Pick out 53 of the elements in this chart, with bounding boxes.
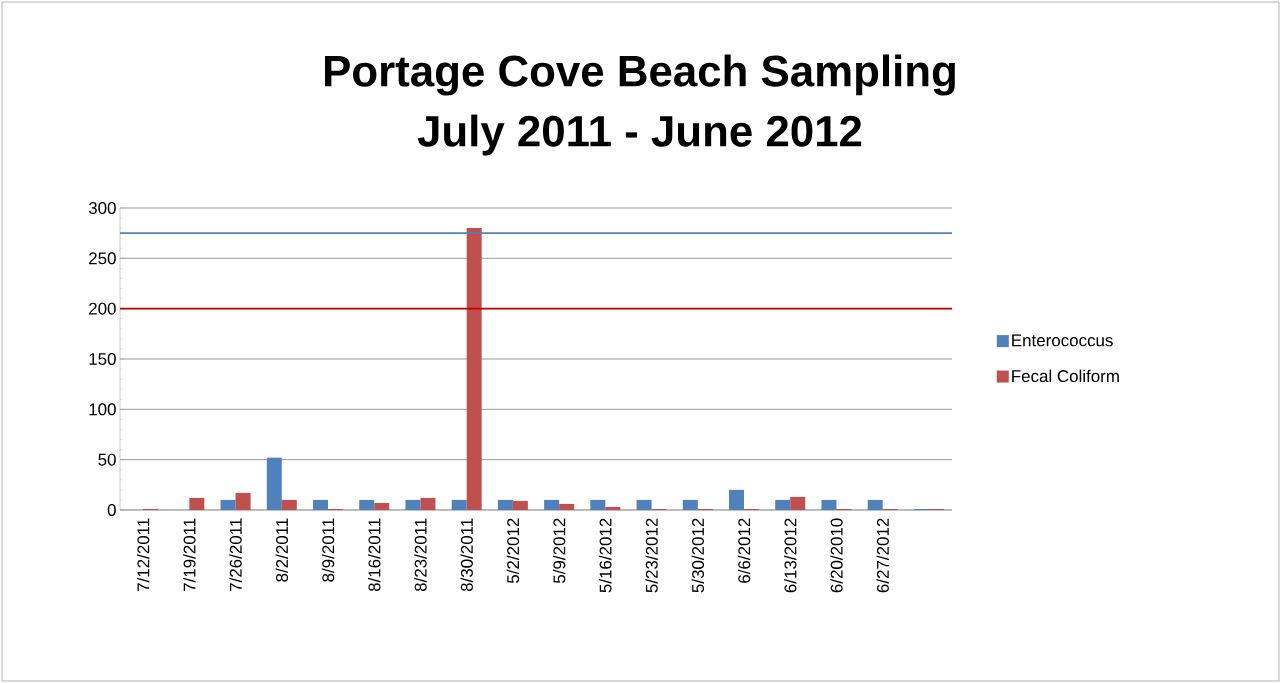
x-tick-label: 8/30/2011 (460, 518, 473, 592)
bar (220, 499, 236, 510)
bar (512, 500, 528, 510)
bar (281, 499, 297, 510)
chart-title: Portage Cove Beach Sampling (325, 54, 955, 96)
bar (821, 499, 837, 510)
y-tick-label: 150 (89, 352, 116, 365)
bar (775, 499, 791, 510)
x-tick-label: 8/9/2011 (321, 518, 335, 582)
bar (466, 228, 482, 510)
legend-label: Enterococcus (1012, 334, 1113, 347)
y-tick-label: 300 (88, 201, 116, 214)
x-tick-label: 7/26/2011 (229, 518, 242, 591)
bar (790, 496, 806, 510)
bar (266, 457, 282, 510)
x-tick-label: 5/16/2012 (599, 518, 612, 593)
x-tick-label: 6/20/2010 (830, 518, 843, 593)
x-tick-label: 6/6/2012 (737, 518, 751, 583)
x-tick-label: 8/16/2011 (368, 518, 381, 592)
bar (405, 499, 421, 510)
bar (867, 499, 883, 510)
legend-label: Fecal Coliform (1012, 369, 1119, 383)
bar (636, 499, 652, 510)
bar (544, 499, 560, 510)
bar (590, 499, 606, 510)
bar (359, 499, 375, 510)
bar (682, 499, 698, 510)
y-tick-label: 100 (89, 403, 116, 416)
bar (451, 499, 467, 510)
x-tick-label: 5/9/2012 (552, 518, 566, 584)
x-tick-label: 6/27/2012 (876, 518, 889, 593)
bar (729, 489, 745, 510)
x-tick-label: 5/2/2012 (506, 518, 520, 584)
x-tick-label: 8/23/2011 (414, 518, 427, 592)
bar (374, 502, 390, 510)
x-tick-label: 8/2/2011 (275, 518, 289, 582)
bar (605, 506, 621, 510)
y-tick-label: 0 (107, 503, 116, 516)
bar (313, 499, 329, 510)
x-tick-label: 7/19/2011 (183, 518, 196, 591)
bar (189, 497, 205, 510)
chart-subtitle: July 2011 - June 2012 (417, 114, 862, 156)
x-tick-label: 6/13/2012 (784, 518, 797, 593)
bar (235, 492, 251, 510)
x-tick-label: 7/12/2011 (136, 518, 150, 591)
y-tick-label: 50 (98, 453, 116, 466)
bar (420, 497, 436, 510)
y-tick-label: 200 (89, 302, 116, 315)
bar (559, 503, 575, 510)
x-tick-label: 5/23/2012 (645, 518, 658, 593)
x-tick-label: 5/30/2012 (691, 518, 705, 593)
bar (497, 499, 513, 510)
y-tick-label: 250 (89, 252, 116, 265)
